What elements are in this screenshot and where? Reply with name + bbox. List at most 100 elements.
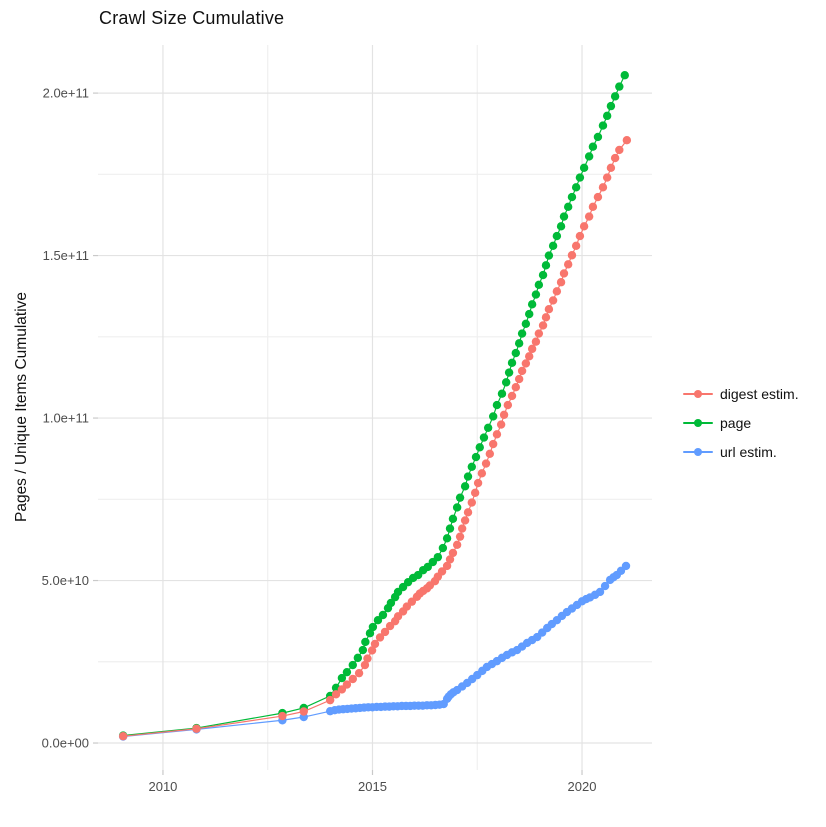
data-point-page	[337, 673, 347, 683]
data-point-page	[598, 121, 608, 130]
data-point-digest-estim	[499, 410, 509, 420]
data-point-page	[386, 598, 396, 608]
legend-key-dot	[694, 389, 702, 398]
data-point-digest-estim	[503, 400, 513, 410]
chart-title: Crawl Size Cumulative	[99, 8, 285, 28]
data-point-digest-estim	[445, 555, 455, 564]
data-point-page	[504, 368, 514, 377]
data-point-page	[541, 261, 551, 270]
data-point-digest-estim	[563, 260, 573, 269]
data-point-digest-estim	[442, 561, 452, 571]
data-point-digest-estim	[470, 488, 480, 498]
data-point-page	[488, 412, 498, 421]
legend-key-icon	[683, 414, 713, 432]
data-point-page	[584, 152, 594, 161]
data-point-digest-estim	[457, 524, 467, 533]
data-point-digest-estim	[571, 241, 581, 251]
legend-label: digest estim.	[720, 385, 799, 402]
data-point-digest-estim	[375, 633, 385, 642]
data-point-digest-estim	[370, 639, 380, 649]
data-point-digest-estim	[544, 304, 554, 314]
x-axis-tick-label: 2015	[358, 779, 387, 794]
legend: digest estim. page url estim.	[683, 379, 799, 466]
data-point-digest-estim	[331, 690, 341, 699]
data-point-page	[538, 270, 548, 280]
data-point-page	[534, 280, 544, 290]
data-point-digest-estim	[534, 329, 544, 338]
data-point-digest-estim	[588, 202, 598, 212]
data-point-page	[571, 183, 581, 192]
series-points-page	[118, 71, 629, 740]
y-axis-tick-label: 2.0e+11	[43, 86, 89, 101]
data-point-digest-estim	[548, 296, 558, 305]
data-point-page	[507, 358, 517, 368]
legend-label: url estim.	[720, 443, 777, 460]
legend-entry-page: page	[683, 408, 799, 437]
legend-key-dot	[694, 447, 702, 456]
data-point-digest-estim	[360, 660, 370, 670]
legend-label: page	[720, 414, 752, 431]
data-point-page	[602, 111, 612, 121]
data-point-page	[378, 610, 388, 620]
data-point-digest-estim	[521, 359, 531, 368]
data-point-page	[548, 241, 558, 251]
data-point-digest-estim	[342, 680, 352, 689]
data-point-digest-estim	[467, 498, 477, 507]
data-point-url-estim	[595, 587, 605, 597]
data-point-digest-estim	[118, 732, 128, 741]
data-point-digest-estim	[511, 382, 521, 392]
data-point-page	[479, 433, 489, 442]
data-point-page	[525, 309, 534, 319]
data-point-page	[579, 163, 589, 173]
data-point-page	[358, 645, 368, 655]
data-point-page	[463, 472, 473, 481]
y-axis-title: Pages / Unique Items Cumulative	[13, 291, 30, 523]
legend-key-icon	[683, 443, 713, 461]
data-point-page	[361, 637, 370, 647]
data-point-page	[527, 300, 537, 309]
legend-key-icon	[683, 385, 713, 403]
data-point-page	[620, 71, 629, 80]
data-point-digest-estim	[481, 459, 491, 468]
data-point-url-estim	[600, 581, 610, 591]
data-point-page	[552, 231, 562, 241]
data-point-page	[492, 400, 502, 410]
data-point-digest-estim	[556, 278, 566, 287]
data-point-page	[460, 482, 470, 491]
data-point-page	[610, 92, 620, 101]
data-point-page	[517, 329, 527, 338]
data-point-page	[588, 142, 598, 151]
data-point-page	[353, 653, 363, 663]
data-point-page	[559, 212, 569, 221]
data-point-digest-estim	[579, 222, 589, 231]
data-point-digest-estim	[380, 627, 390, 637]
data-point-digest-estim	[485, 449, 495, 459]
data-point-digest-estim	[531, 337, 541, 346]
data-point-digest-estim	[527, 344, 537, 354]
data-point-page	[467, 462, 477, 472]
data-point-digest-estim	[437, 567, 447, 576]
data-point-digest-estim	[363, 654, 372, 663]
data-point-digest-estim	[567, 251, 577, 260]
data-point-page	[442, 534, 452, 543]
data-point-page	[483, 423, 493, 433]
data-point-digest-estim	[448, 548, 458, 558]
data-point-digest-estim	[517, 366, 527, 376]
data-point-page	[471, 452, 481, 462]
legend-entry-url-estim: url estim.	[683, 437, 799, 466]
data-point-digest-estim	[584, 212, 594, 221]
data-point-page	[475, 443, 484, 452]
data-point-digest-estim	[575, 231, 585, 241]
data-point-digest-estim	[598, 183, 608, 192]
data-point-digest-estim	[602, 173, 612, 182]
data-point-digest-estim	[325, 695, 335, 705]
data-point-page	[544, 251, 554, 260]
y-axis-tick-label: 5.0e+10	[42, 573, 89, 588]
y-axis-tick-label: 1.0e+11	[43, 411, 89, 426]
data-point-page	[342, 667, 352, 677]
data-point-page	[556, 222, 566, 231]
data-point-digest-estim	[514, 374, 524, 384]
data-point-page	[501, 378, 511, 387]
y-axis-tick-label: 1.5e+11	[43, 248, 89, 263]
